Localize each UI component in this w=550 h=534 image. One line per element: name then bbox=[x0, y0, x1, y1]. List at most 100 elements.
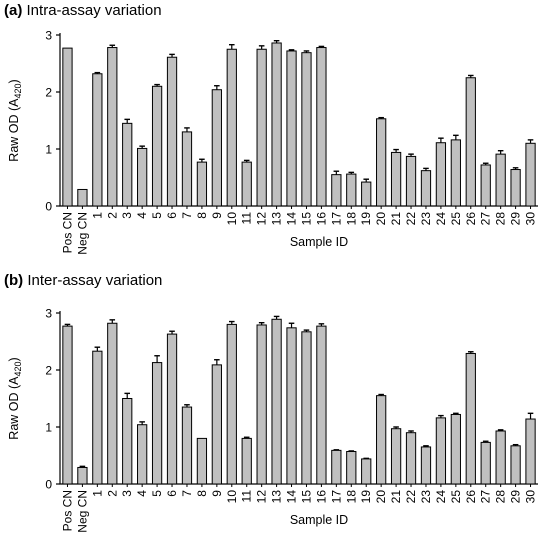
panel-b-bar bbox=[510, 445, 521, 485]
panel-a-bar bbox=[77, 188, 88, 207]
panel-a-bar bbox=[107, 47, 118, 207]
panel-b-bar bbox=[525, 418, 536, 485]
panel-b-y-tick-label: 1 bbox=[45, 421, 52, 435]
panel-a-bar bbox=[271, 42, 282, 207]
panel-b-title-text: Inter-assay variation bbox=[27, 272, 163, 289]
panel-a-bar bbox=[405, 155, 417, 207]
panel-b-bar bbox=[196, 437, 208, 485]
panel-a-bar bbox=[286, 50, 297, 207]
panel-a-bar bbox=[495, 153, 506, 207]
panel-a-title: (a) Intra-assay variation bbox=[4, 2, 162, 19]
panel-a-x-tick-label: 29 bbox=[509, 212, 523, 226]
panel-b-x-tick-label: 15 bbox=[299, 490, 313, 504]
panel-a-bar bbox=[256, 48, 267, 207]
panel-a-x-tick-label: Pos CN bbox=[60, 212, 74, 253]
panel-a-x-tick-label: 19 bbox=[359, 212, 373, 226]
panel-b-x-tick-label: 21 bbox=[389, 490, 403, 504]
panel-a-bar bbox=[196, 161, 208, 207]
panel-b-bar bbox=[122, 398, 133, 485]
panel-b-y-axis-title: Raw OD (A420) bbox=[7, 357, 23, 439]
panel-b-bar bbox=[420, 446, 432, 485]
panel-b-bar bbox=[450, 413, 461, 485]
panel-a-x-tick-label: 7 bbox=[180, 212, 194, 219]
panel-a-x-tick-label: 3 bbox=[120, 212, 134, 219]
panel-a-x-axis-title: Sample ID bbox=[290, 235, 348, 249]
panel-a-x-tick-label: 13 bbox=[270, 212, 284, 226]
panel-b-x-tick-label: 8 bbox=[195, 490, 209, 497]
panel-b-bar bbox=[226, 323, 237, 485]
panel-b-bar bbox=[480, 441, 491, 485]
panel-b-x-axis-title: Sample ID bbox=[290, 513, 348, 527]
panel-a-x-tick-label: 2 bbox=[105, 212, 119, 219]
panel-b-x-tick-label: 23 bbox=[419, 490, 433, 504]
panel-b-bar bbox=[495, 430, 506, 485]
panel-a-bar bbox=[390, 151, 402, 207]
panel-a-bar bbox=[435, 142, 447, 207]
panel-a-y-tick-label: 3 bbox=[45, 29, 52, 43]
panel-b-bar bbox=[166, 333, 178, 485]
panel-a-y-tick-label: 1 bbox=[45, 143, 52, 157]
panel-a-bar bbox=[301, 52, 312, 207]
panel-b-bar bbox=[256, 324, 267, 485]
panel-b-bar bbox=[271, 318, 282, 485]
panel-b-x-tick-label: 30 bbox=[524, 490, 538, 504]
panel-a-x-tick-label: 10 bbox=[225, 212, 239, 226]
panel-b-bar bbox=[62, 325, 73, 485]
panel-a-x-tick-label: 16 bbox=[314, 212, 328, 226]
panel-b-x-tick-label: 5 bbox=[150, 490, 164, 497]
panel-b-bar bbox=[241, 437, 252, 485]
panel-a-x-tick-label: 12 bbox=[255, 212, 269, 226]
panel-a-x-tick-label: 5 bbox=[150, 212, 164, 219]
panel-a-label: (a) bbox=[4, 2, 23, 19]
panel-b-x-tick-label: 3 bbox=[120, 490, 134, 497]
panel-b-bar bbox=[181, 406, 193, 485]
panel-b-x-tick-label: 20 bbox=[374, 490, 388, 504]
panel-a-x-tick-label: 27 bbox=[479, 212, 493, 226]
panel-b-y-tick-label: 2 bbox=[45, 364, 52, 378]
panel-a-x-tick-label: 21 bbox=[389, 212, 403, 226]
panel-a-x-tick-label: 18 bbox=[344, 212, 358, 226]
panel-b-x-tick-label: 7 bbox=[180, 490, 194, 497]
panel-a-x-tick-label: 15 bbox=[299, 212, 313, 226]
panel-b-bar bbox=[107, 322, 118, 485]
panel-b-x-tick-label: 6 bbox=[165, 490, 179, 497]
panel-a-bar bbox=[62, 47, 73, 207]
panel-a-x-tick-label: 4 bbox=[135, 212, 149, 219]
panel-b-bar bbox=[92, 350, 103, 485]
panel-b-x-tick-label: 24 bbox=[434, 490, 448, 504]
panel-a-bar bbox=[316, 47, 327, 207]
panel-b-x-tick-label: 2 bbox=[105, 490, 119, 497]
panel-a-y-tick-label: 0 bbox=[45, 200, 52, 214]
panel-a-bar bbox=[151, 85, 163, 207]
panel-b-x-tick-label: 17 bbox=[329, 490, 343, 504]
panel-b-title: (b) Inter-assay variation bbox=[4, 272, 162, 289]
panel-b-bar bbox=[331, 449, 342, 485]
panel-b-bar bbox=[376, 395, 387, 485]
panel-b-x-tick-label: 13 bbox=[270, 490, 284, 504]
panel-a-x-tick-label: 22 bbox=[404, 212, 418, 226]
panel-b-x-tick-label: 9 bbox=[210, 490, 224, 497]
panel-a-x-tick-label: 14 bbox=[285, 212, 299, 226]
panel-b-x-tick-label: 1 bbox=[90, 490, 104, 497]
panel-a-x-tick-label: 17 bbox=[329, 212, 343, 226]
panel-a-x-tick-label: 24 bbox=[434, 212, 448, 226]
panel-a-bar bbox=[510, 169, 521, 207]
panel-b-label: (b) bbox=[4, 272, 24, 289]
panel-a-x-tick-label: 23 bbox=[419, 212, 433, 226]
panel-b-bar bbox=[435, 417, 447, 485]
panel-a-bar bbox=[450, 139, 461, 207]
panel-b-bar bbox=[77, 466, 88, 485]
panel-a-bar bbox=[92, 73, 103, 207]
panel-b-x-tick-label: 22 bbox=[404, 490, 418, 504]
panel-b-bar bbox=[361, 458, 372, 485]
panel-b-x-tick-label: 11 bbox=[240, 490, 254, 503]
panel-a-title-text: Intra-assay variation bbox=[26, 2, 162, 19]
panel-a-x-tick-label: 30 bbox=[524, 212, 538, 226]
panel-a-bar bbox=[241, 161, 252, 207]
panel-a-bar bbox=[376, 118, 387, 207]
panel-b-x-tick-label: 12 bbox=[255, 490, 269, 504]
panel-b-x-tick-label: 10 bbox=[225, 490, 239, 504]
panel-b-x-tick-label: 4 bbox=[135, 490, 149, 497]
